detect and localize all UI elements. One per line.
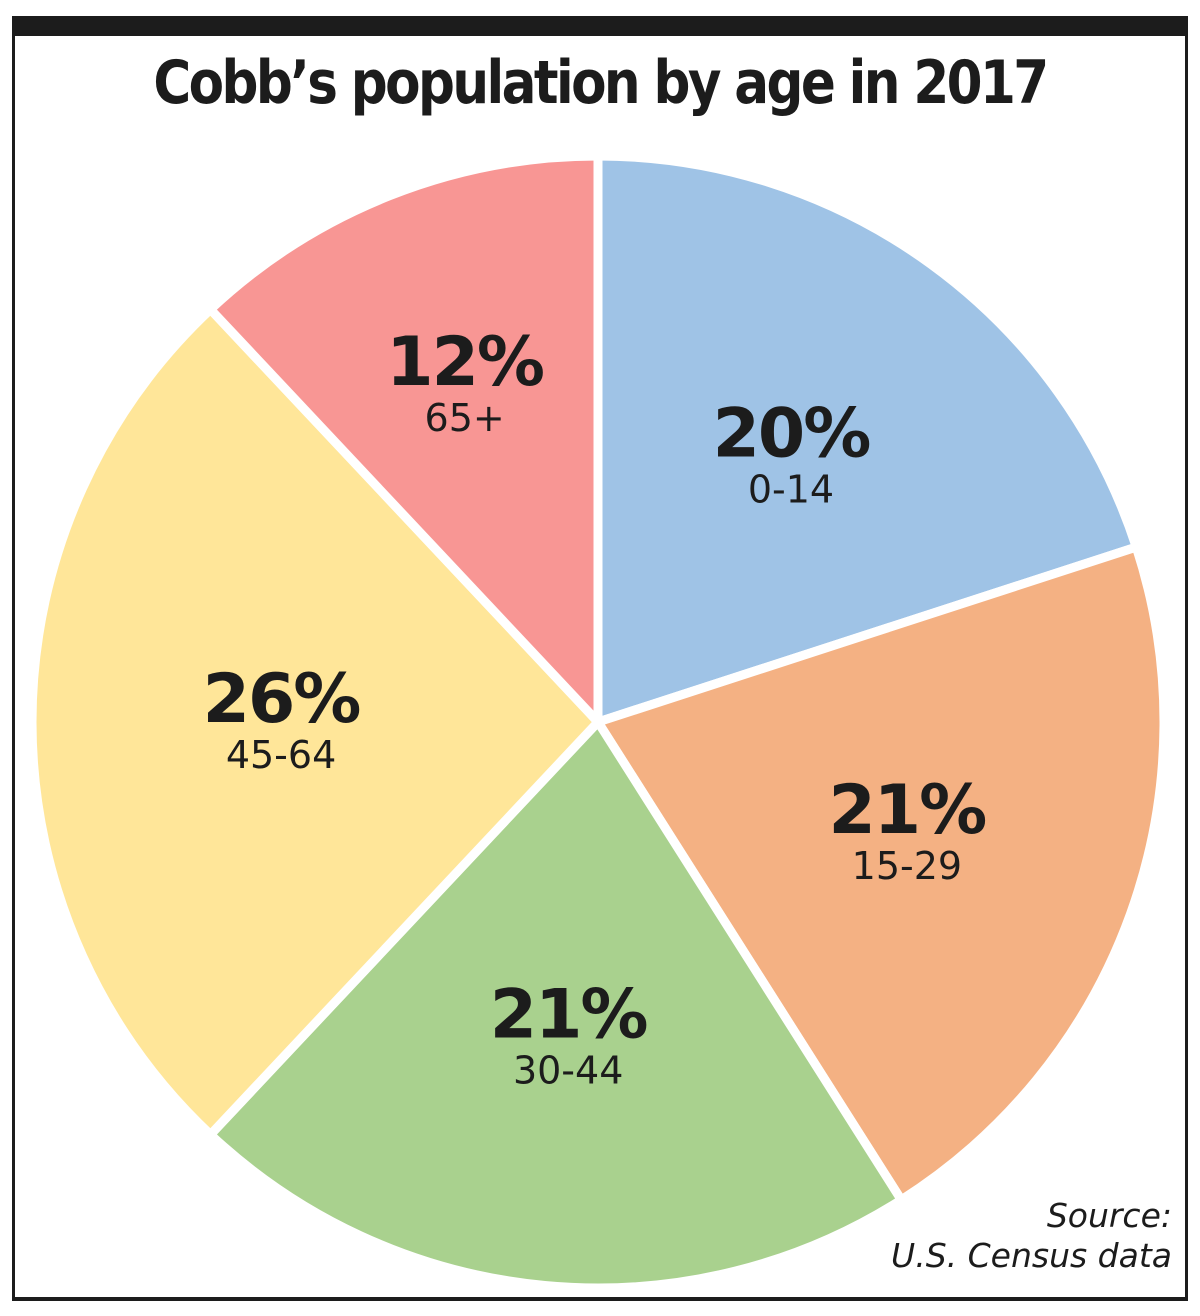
source-text: U.S. Census data <box>891 1236 1172 1275</box>
pie-slice-0-14 <box>593 151 1142 729</box>
chart-title: Cobb’s population by age in 2017 <box>153 48 1049 118</box>
pie-slice-15-29 <box>591 541 1169 1207</box>
pie-slice-65-plus <box>204 151 603 734</box>
right-border <box>1185 16 1188 1300</box>
top-rule <box>12 16 1188 36</box>
left-border <box>12 16 15 1300</box>
pie-slice-45-64 <box>27 303 605 1141</box>
pie-slice-30-44 <box>204 714 908 1293</box>
slice-category-label: 15-29 <box>852 844 962 888</box>
slice-category-label: 0-14 <box>748 467 834 511</box>
slice-value-label: 20% <box>713 394 870 473</box>
bottom-border <box>12 1297 1188 1301</box>
slice-value-label: 21% <box>490 976 647 1055</box>
slice-category-label: 65+ <box>425 396 505 440</box>
slice-value-label: 12% <box>386 323 543 402</box>
pie-slices <box>27 151 1169 1293</box>
source-note: Source: U.S. Census data <box>891 1196 1172 1276</box>
slice-value-label: 21% <box>828 771 985 850</box>
source-label: Source: <box>1046 1196 1172 1235</box>
slice-category-label: 45-64 <box>226 733 336 777</box>
slice-value-label: 26% <box>203 660 360 739</box>
slice-category-label: 30-44 <box>513 1049 623 1093</box>
